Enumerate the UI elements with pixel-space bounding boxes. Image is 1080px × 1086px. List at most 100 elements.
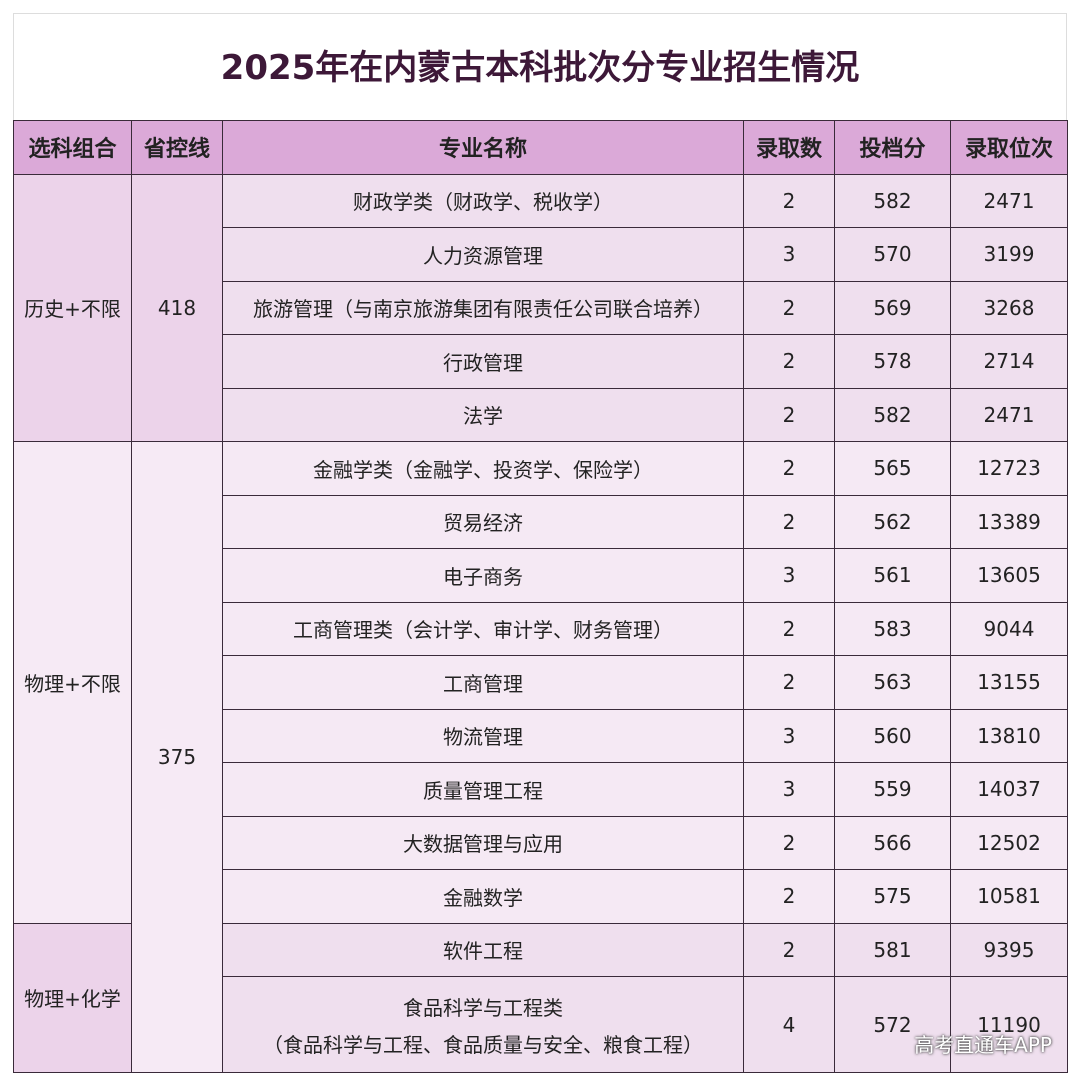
score-cell: 582: [834, 173, 951, 228]
major-cell: 财政学类（财政学、税收学）: [222, 173, 744, 228]
major-cell: 人力资源管理: [222, 227, 744, 282]
rank-cell: 9044: [950, 601, 1068, 656]
score-cell: 565: [834, 441, 951, 496]
major-cell: 行政管理: [222, 334, 744, 389]
major-name: 金融学类（金融学、投资学、保险学）: [313, 457, 653, 482]
rank-cell: 2471: [950, 387, 1068, 442]
rank-cell: 10581: [950, 869, 1068, 924]
major-name: 工商管理类（会计学、审计学、财务管理）: [293, 618, 673, 643]
count-cell: 2: [743, 922, 835, 977]
row: 质量管理工程 3 559 14037: [14, 762, 1068, 817]
count-cell: 2: [743, 601, 835, 656]
rank-cell: 13155: [950, 655, 1068, 710]
score-cell: 582: [834, 387, 951, 442]
subject-cell: 物理+化学: [13, 922, 132, 1073]
row: 金融数学 2 575 10581: [14, 869, 1068, 924]
major-cell: 物流管理: [222, 708, 744, 763]
rank-cell: 13605: [950, 548, 1068, 603]
count-cell: 3: [743, 227, 835, 282]
watermark: 高考直通车APP: [914, 1033, 1052, 1057]
major-cell: 大数据管理与应用: [222, 815, 744, 870]
count-cell: 2: [743, 280, 835, 335]
row: 贸易经济 2 562 13389: [14, 494, 1068, 549]
major-cell: 旅游管理（与南京旅游集团有限责任公司联合培养）: [222, 280, 744, 335]
rank-cell: 12723: [950, 441, 1068, 496]
rank-cell: 11190: [950, 976, 1068, 1073]
rank-cell: 2714: [950, 334, 1068, 389]
major-name: 物流管理: [443, 725, 523, 750]
row: 历史+不限 418 财政学类（财政学、税收学） 2 582 2471: [13, 173, 1068, 442]
count-cell: 2: [743, 815, 835, 870]
major-name: 食品科学与工程类: [403, 995, 563, 1020]
count-cell: 4: [743, 976, 835, 1073]
control-line-cell: 375: [131, 441, 223, 1073]
count-cell: 2: [743, 655, 835, 710]
row: 食品科学与工程类 （食品科学与工程、食品质量与安全、粮食工程） 4 572 11190: [14, 976, 1068, 1073]
score-cell: 563: [834, 655, 951, 710]
row: 物流管理 3 560 13810: [14, 708, 1068, 763]
major-name: 行政管理: [443, 350, 523, 375]
rank-cell: 14037: [950, 762, 1068, 817]
major-name: 大数据管理与应用: [403, 832, 563, 857]
row: 物理+不限 375 金融学类（金融学、投资学、保险学） 2 565 12723: [13, 441, 1068, 1073]
table: 选科组合 省控线 专业名称 录取数 投档分 录取位次 历史+不限 418 财政学类（财政学、税…: [13, 120, 1068, 1073]
header-row: 选科组合 省控线 专业名称 录取数 投档分 录取位次: [13, 120, 1068, 175]
rank-cell: 12502: [950, 815, 1068, 870]
major-cell: 工商管理: [222, 655, 744, 710]
rank-cell: 13810: [950, 708, 1068, 763]
header-cell: 省控线: [131, 120, 223, 175]
major-name: 财政学类（财政学、税收学）: [353, 190, 613, 215]
row: 大数据管理与应用 2 566 12502: [14, 815, 1068, 870]
count-cell: 3: [743, 708, 835, 763]
major-name: 旅游管理（与南京旅游集团有限责任公司联合培养）: [253, 297, 713, 322]
title: 2025年在内蒙古本科批次分专业招生情况: [220, 48, 860, 88]
header-cell: 录取位次: [950, 120, 1068, 175]
header-cell: 录取数: [743, 120, 835, 175]
score-cell: 569: [834, 280, 951, 335]
major-cell: 金融学类（金融学、投资学、保险学）: [222, 441, 744, 496]
count-cell: 2: [743, 441, 835, 496]
header-cell: 专业名称: [222, 120, 744, 175]
score-cell: 560: [834, 708, 951, 763]
row: 物理+化学 软件工程 2 581 9395: [13, 922, 1068, 1073]
rank-cell: 3199: [950, 227, 1068, 282]
row: 法学 2 582 2471: [14, 387, 1068, 442]
major-cell: 电子商务: [222, 548, 744, 603]
score-cell: 572: [834, 976, 951, 1073]
score-cell: 581: [834, 922, 951, 977]
header-cell: 投档分: [834, 120, 951, 175]
control-line-cell: 418: [131, 173, 223, 442]
row: 旅游管理（与南京旅游集团有限责任公司联合培养） 2 569 3268: [14, 280, 1068, 335]
major-cell: 质量管理工程: [222, 762, 744, 817]
count-cell: 2: [743, 494, 835, 549]
major-cell: 软件工程: [222, 922, 744, 977]
major-name: 工商管理: [443, 671, 523, 696]
score-cell: 570: [834, 227, 951, 282]
count-cell: 3: [743, 762, 835, 817]
major-cell: 金融数学: [222, 869, 744, 924]
row: 电子商务 3 561 13605: [14, 548, 1068, 603]
major-name: 金融数学: [443, 885, 523, 910]
score-cell: 562: [834, 494, 951, 549]
score-cell: 575: [834, 869, 951, 924]
major-detail: （食品科学与工程、食品质量与安全、粮食工程）: [263, 1032, 703, 1057]
count-cell: 3: [743, 548, 835, 603]
major-name: 贸易经济: [443, 511, 523, 536]
rank-cell: 3268: [950, 280, 1068, 335]
row: 行政管理 2 578 2714: [14, 334, 1068, 389]
major-cell: 工商管理类（会计学、审计学、财务管理）: [222, 601, 744, 656]
score-cell: 578: [834, 334, 951, 389]
major-cell: 食品科学与工程类 （食品科学与工程、食品质量与安全、粮食工程）: [222, 976, 744, 1073]
score-cell: 566: [834, 815, 951, 870]
header-cell: 选科组合: [13, 120, 132, 175]
rank-cell: 2471: [950, 173, 1068, 228]
count-cell: 2: [743, 173, 835, 228]
major-cell: 贸易经济: [222, 494, 744, 549]
subject-cell: 物理+不限: [13, 441, 132, 924]
rank-cell: 9395: [950, 922, 1068, 977]
count-cell: 2: [743, 387, 835, 442]
count-cell: 2: [743, 334, 835, 389]
subject-cell: 历史+不限: [13, 173, 132, 442]
count-cell: 2: [743, 869, 835, 924]
